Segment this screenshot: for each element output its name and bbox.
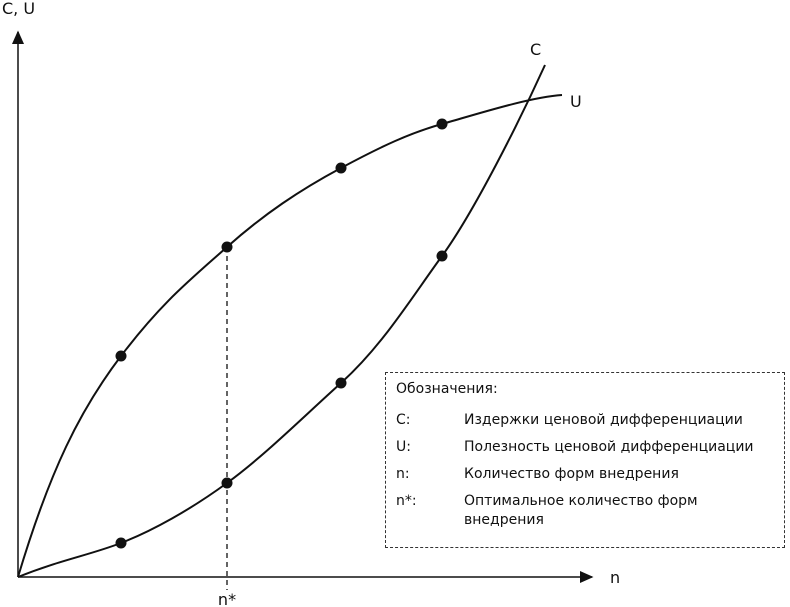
legend-text: Полезность ценовой дифференциации [464, 439, 754, 455]
utility-curve [17, 94, 563, 578]
curve-label: U [570, 92, 582, 111]
x-axis-label: n [610, 568, 620, 587]
legend-text: Издержки ценовой дифференциации [464, 412, 743, 428]
legend-key: C: [396, 412, 411, 428]
point [436, 118, 448, 130]
legend-row: n*: Оптимальное количество форм внедрения [396, 492, 774, 530]
legend-title: Обозначения: [396, 381, 498, 397]
legend-text: Количество форм внедрения [464, 466, 679, 482]
point [335, 377, 347, 389]
curve-label: C [530, 40, 541, 59]
legend-key: n*: [396, 493, 417, 509]
point [335, 162, 347, 174]
legend-key: n: [396, 466, 410, 482]
optimum-label: n* [218, 590, 236, 607]
points [115, 118, 448, 549]
y-axis-label: C, U [2, 0, 35, 18]
legend-text: Оптимальное количество форм внедрения [464, 493, 698, 528]
legend-row: C: Издержки ценовой дифференциации [396, 411, 774, 430]
legend: Обозначения: C: Издержки ценовой дифферен… [385, 372, 785, 548]
point [436, 250, 448, 262]
legend-key: U: [396, 439, 411, 455]
point [115, 350, 127, 362]
legend-row: U: Полезность ценовой дифференциации [396, 438, 774, 457]
legend-row: n: Количество форм внедрения [396, 465, 774, 484]
point [221, 477, 233, 489]
point [115, 537, 127, 549]
point [221, 241, 233, 253]
